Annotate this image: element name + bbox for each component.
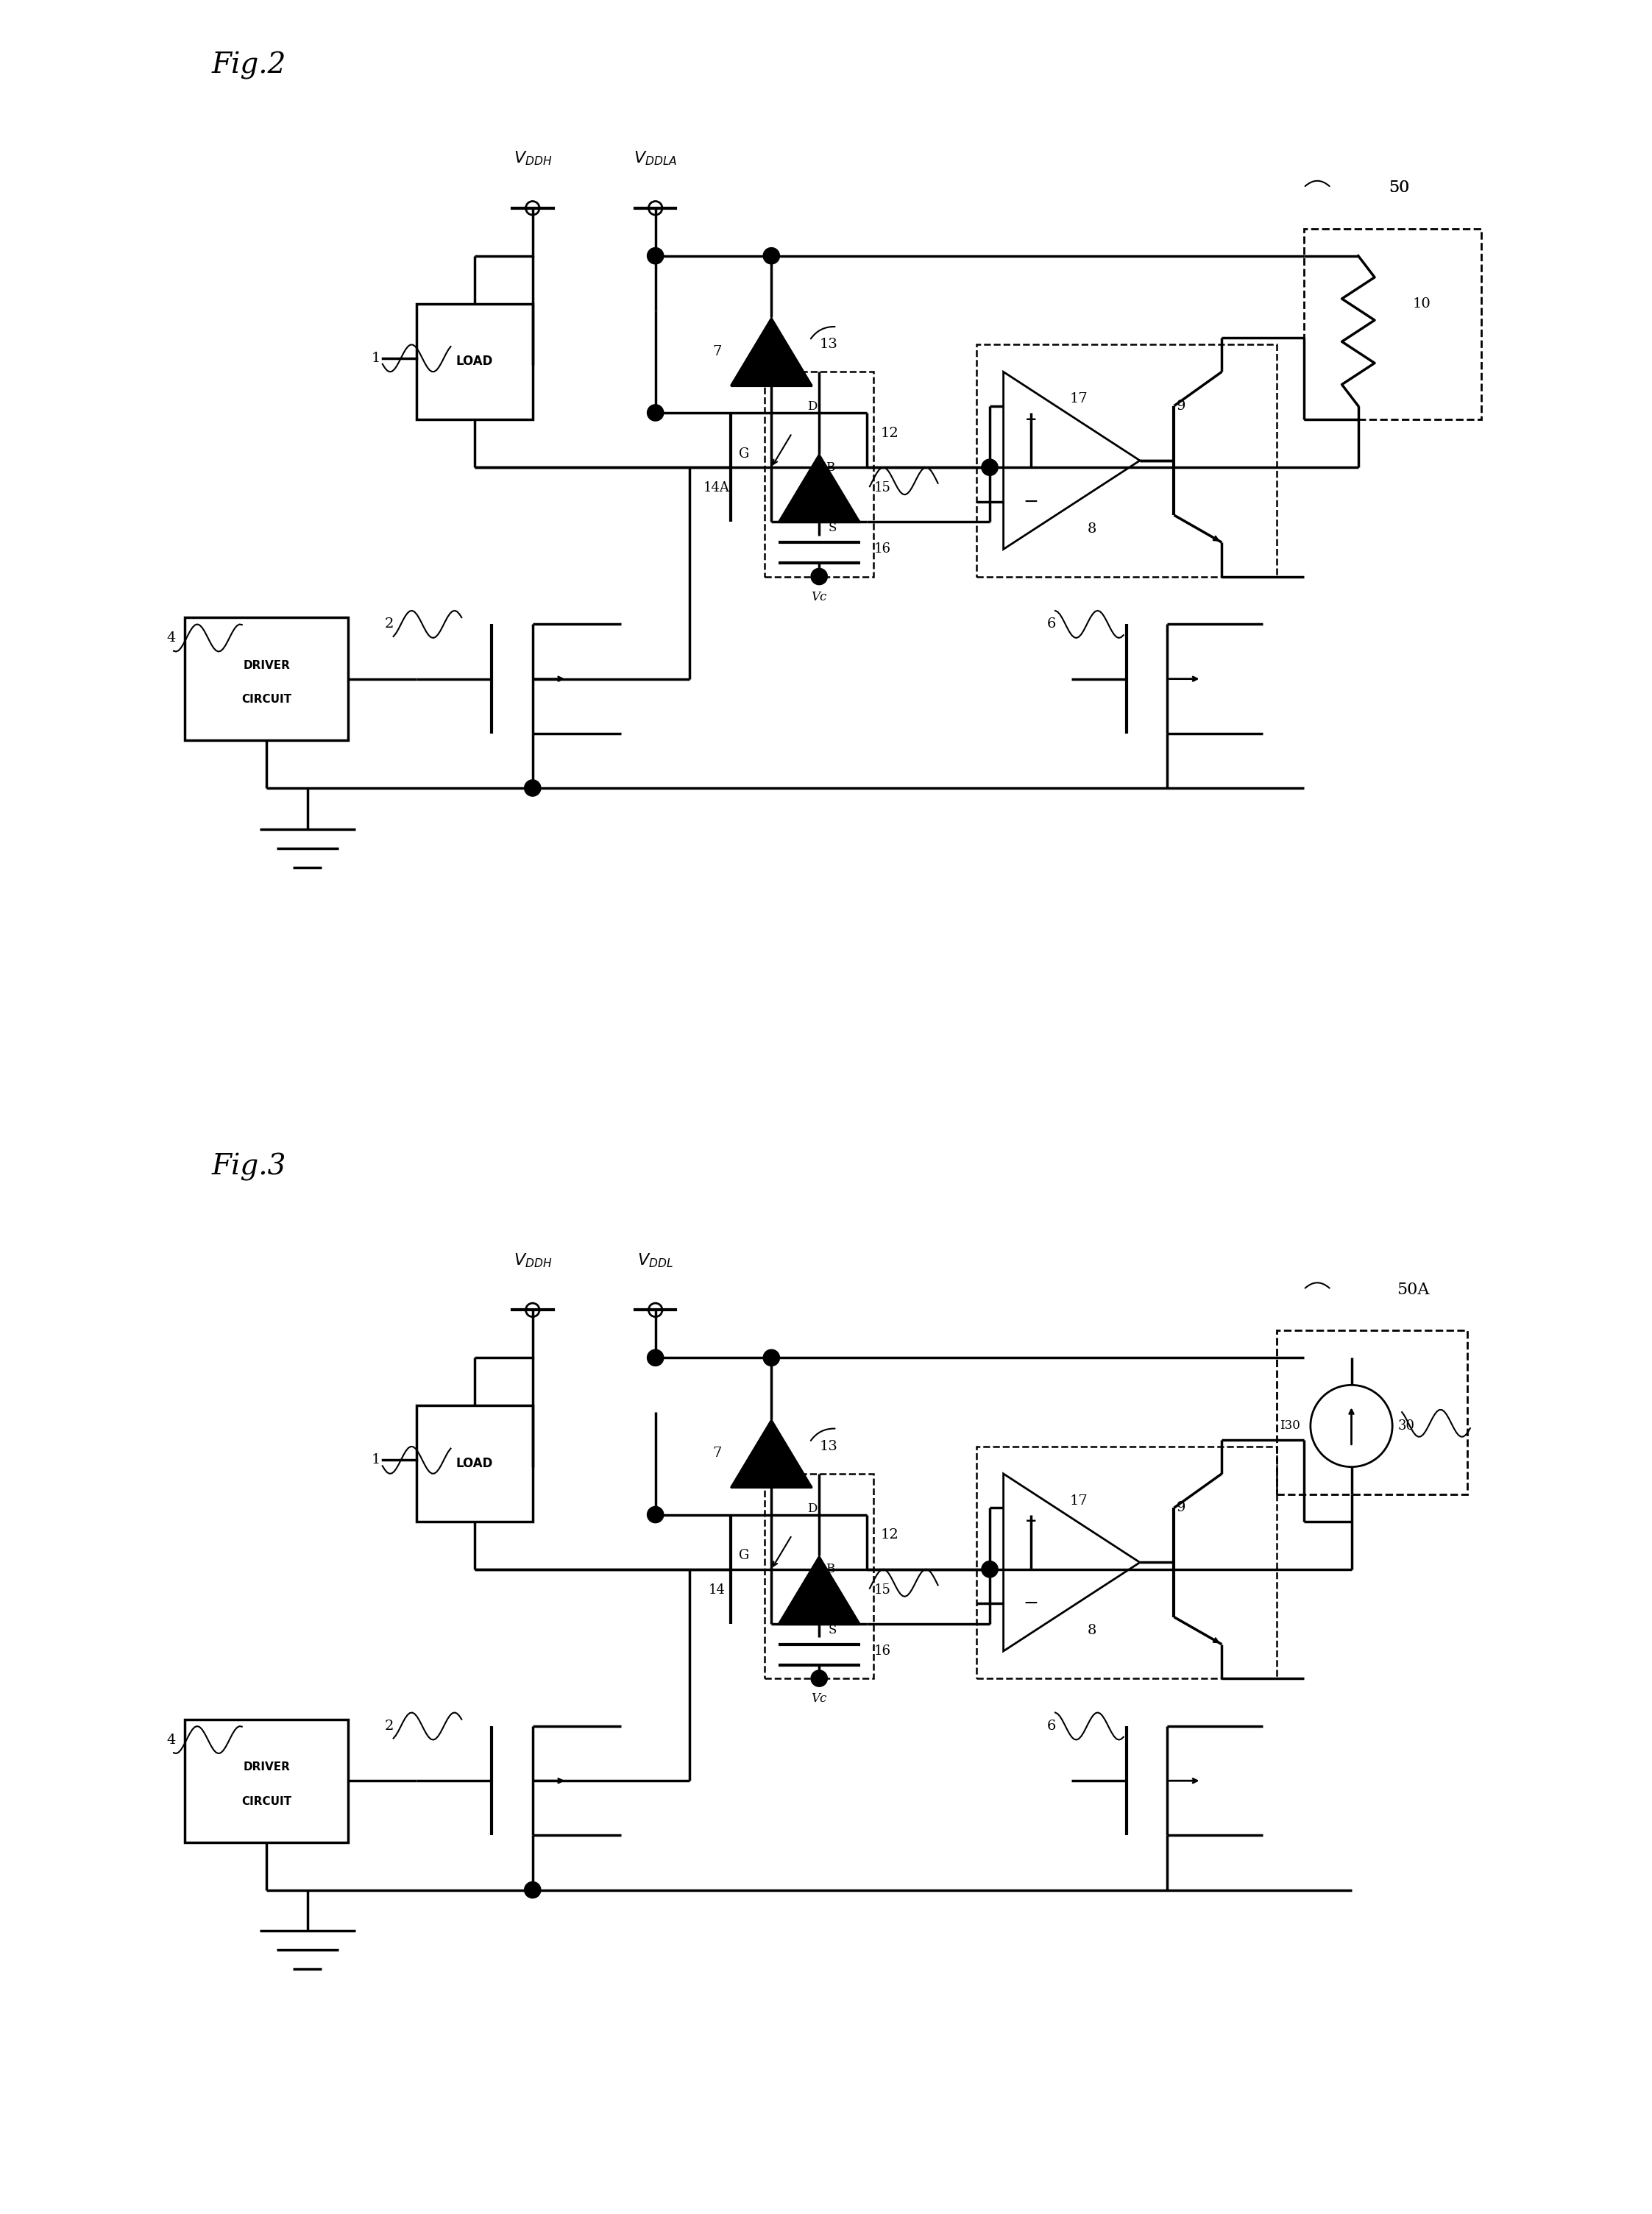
Polygon shape [730, 1419, 813, 1488]
Text: Fig.3: Fig.3 [211, 1153, 286, 1180]
Text: 14A: 14A [704, 480, 730, 494]
Polygon shape [730, 317, 813, 385]
Text: 50: 50 [1389, 179, 1409, 195]
Text: −: − [1023, 1594, 1039, 1612]
Text: 16: 16 [874, 542, 890, 556]
Circle shape [648, 1351, 664, 1366]
Circle shape [811, 569, 828, 584]
Circle shape [981, 1561, 998, 1576]
Text: 6: 6 [1047, 618, 1056, 631]
Text: 50A: 50A [1396, 1282, 1429, 1297]
Circle shape [811, 1669, 828, 1687]
Text: 10: 10 [1412, 297, 1431, 310]
Text: D: D [808, 401, 818, 412]
Text: DRIVER: DRIVER [243, 1762, 291, 1773]
Text: 50: 50 [1389, 179, 1409, 195]
Text: 16: 16 [874, 1645, 890, 1658]
Text: CIRCUIT: CIRCUIT [241, 693, 291, 704]
Text: +: + [1024, 412, 1037, 427]
Polygon shape [1003, 1475, 1140, 1652]
Text: $V_{DDLA}$: $V_{DDLA}$ [634, 151, 677, 166]
Text: 4: 4 [167, 1734, 175, 1747]
Text: LOAD: LOAD [456, 354, 492, 368]
Text: 8: 8 [1087, 523, 1097, 536]
Bar [185, 1720, 349, 1842]
Circle shape [524, 779, 540, 797]
Text: 9: 9 [1176, 399, 1186, 412]
Text: −: − [1023, 494, 1039, 509]
Text: 8: 8 [1087, 1625, 1097, 1638]
Text: 12: 12 [881, 1528, 899, 1541]
Text: 4: 4 [167, 631, 175, 644]
Circle shape [648, 405, 664, 421]
Text: Vc: Vc [811, 591, 828, 602]
Text: 1: 1 [372, 1452, 380, 1466]
Text: B: B [826, 1563, 834, 1576]
Text: G: G [738, 447, 750, 461]
Text: I30: I30 [1280, 1419, 1300, 1432]
Bar [185, 618, 349, 739]
Text: $V_{DDL}$: $V_{DDL}$ [638, 1251, 674, 1269]
Bar [1277, 1331, 1467, 1494]
Polygon shape [778, 1556, 861, 1623]
Circle shape [763, 248, 780, 263]
Bar [765, 372, 874, 576]
Text: B: B [826, 461, 834, 474]
Polygon shape [1003, 372, 1140, 549]
Text: 15: 15 [874, 1583, 890, 1596]
Circle shape [648, 248, 664, 263]
Text: 30: 30 [1398, 1419, 1414, 1432]
Bar [1303, 228, 1482, 421]
Text: D: D [808, 1501, 818, 1514]
Text: 1: 1 [372, 352, 380, 365]
Bar [976, 345, 1277, 576]
Bar [416, 1406, 532, 1521]
Text: 12: 12 [881, 427, 899, 441]
Text: 7: 7 [712, 345, 722, 359]
Text: 17: 17 [1069, 392, 1087, 405]
Text: G: G [738, 1550, 750, 1563]
Polygon shape [778, 454, 861, 523]
Bar [976, 1446, 1277, 1678]
Circle shape [524, 1882, 540, 1897]
Circle shape [981, 458, 998, 476]
Circle shape [763, 1351, 780, 1366]
Text: 2: 2 [385, 1720, 393, 1734]
Bar [765, 1475, 874, 1678]
Text: $V_{DDH}$: $V_{DDH}$ [514, 1251, 552, 1269]
Text: 2: 2 [385, 618, 393, 631]
Text: LOAD: LOAD [456, 1457, 492, 1470]
Text: 13: 13 [819, 1439, 838, 1452]
Text: 9: 9 [1176, 1501, 1186, 1514]
Text: +: + [1024, 1514, 1037, 1528]
Text: 6: 6 [1047, 1720, 1056, 1734]
Text: 7: 7 [712, 1446, 722, 1459]
Text: CIRCUIT: CIRCUIT [241, 1796, 291, 1807]
Text: DRIVER: DRIVER [243, 660, 291, 671]
Text: 13: 13 [819, 339, 838, 352]
Text: 14: 14 [709, 1583, 725, 1596]
Text: 15: 15 [874, 480, 890, 494]
Text: $V_{DDH}$: $V_{DDH}$ [514, 151, 552, 166]
Bar [416, 303, 532, 421]
Text: Fig.2: Fig.2 [211, 51, 286, 80]
Text: S: S [829, 1623, 838, 1636]
Text: 17: 17 [1069, 1494, 1087, 1508]
Text: Vc: Vc [811, 1694, 828, 1705]
Circle shape [648, 1506, 664, 1523]
Text: S: S [829, 523, 838, 534]
